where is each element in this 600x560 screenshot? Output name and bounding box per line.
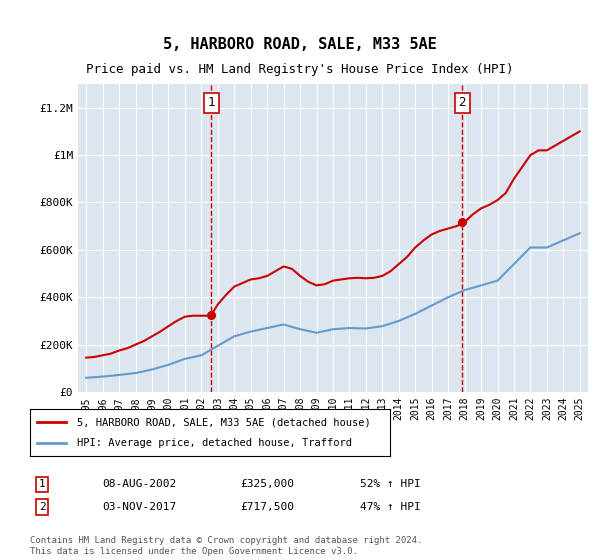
Text: £717,500: £717,500	[240, 502, 294, 512]
Text: 1: 1	[208, 96, 215, 109]
Text: 1: 1	[38, 479, 46, 489]
Point	[206, 310, 216, 319]
Text: 47% ↑ HPI: 47% ↑ HPI	[360, 502, 421, 512]
Text: 5, HARBORO ROAD, SALE, M33 5AE (detached house): 5, HARBORO ROAD, SALE, M33 5AE (detached…	[77, 417, 371, 427]
Text: 2: 2	[38, 502, 46, 512]
Text: 2: 2	[458, 96, 466, 109]
Text: Contains HM Land Registry data © Crown copyright and database right 2024.
This d: Contains HM Land Registry data © Crown c…	[30, 536, 422, 556]
Text: £325,000: £325,000	[240, 479, 294, 489]
Text: Price paid vs. HM Land Registry's House Price Index (HPI): Price paid vs. HM Land Registry's House …	[86, 63, 514, 77]
Text: 03-NOV-2017: 03-NOV-2017	[102, 502, 176, 512]
Point	[457, 217, 467, 226]
Text: 52% ↑ HPI: 52% ↑ HPI	[360, 479, 421, 489]
Text: 5, HARBORO ROAD, SALE, M33 5AE: 5, HARBORO ROAD, SALE, M33 5AE	[163, 38, 437, 52]
Text: HPI: Average price, detached house, Trafford: HPI: Average price, detached house, Traf…	[77, 438, 352, 448]
Text: 08-AUG-2002: 08-AUG-2002	[102, 479, 176, 489]
